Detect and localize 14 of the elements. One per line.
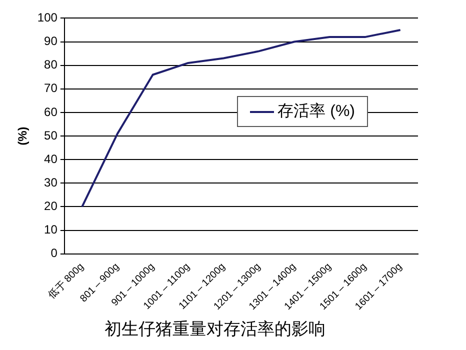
y-tick-label: 50 [44, 128, 58, 142]
legend-label: 存活率 (%) [278, 102, 355, 122]
y-tick-label: 0 [50, 246, 58, 260]
y-tick-label: 10 [44, 222, 58, 237]
y-tick-label: 20 [44, 199, 58, 214]
y-tick-label: 40 [44, 152, 58, 166]
y-tick-label: 60 [44, 104, 58, 119]
y-tick-label: 70 [44, 81, 58, 96]
text: 初生仔猪重量对存活率的影响 [104, 319, 326, 338]
y-tick-label: 100 [37, 10, 58, 25]
y-tick-label: 80 [44, 58, 58, 72]
y-axis-title: (%) [16, 126, 30, 146]
y-tick-label: 90 [44, 34, 58, 48]
y-tick-label: 30 [44, 175, 58, 190]
